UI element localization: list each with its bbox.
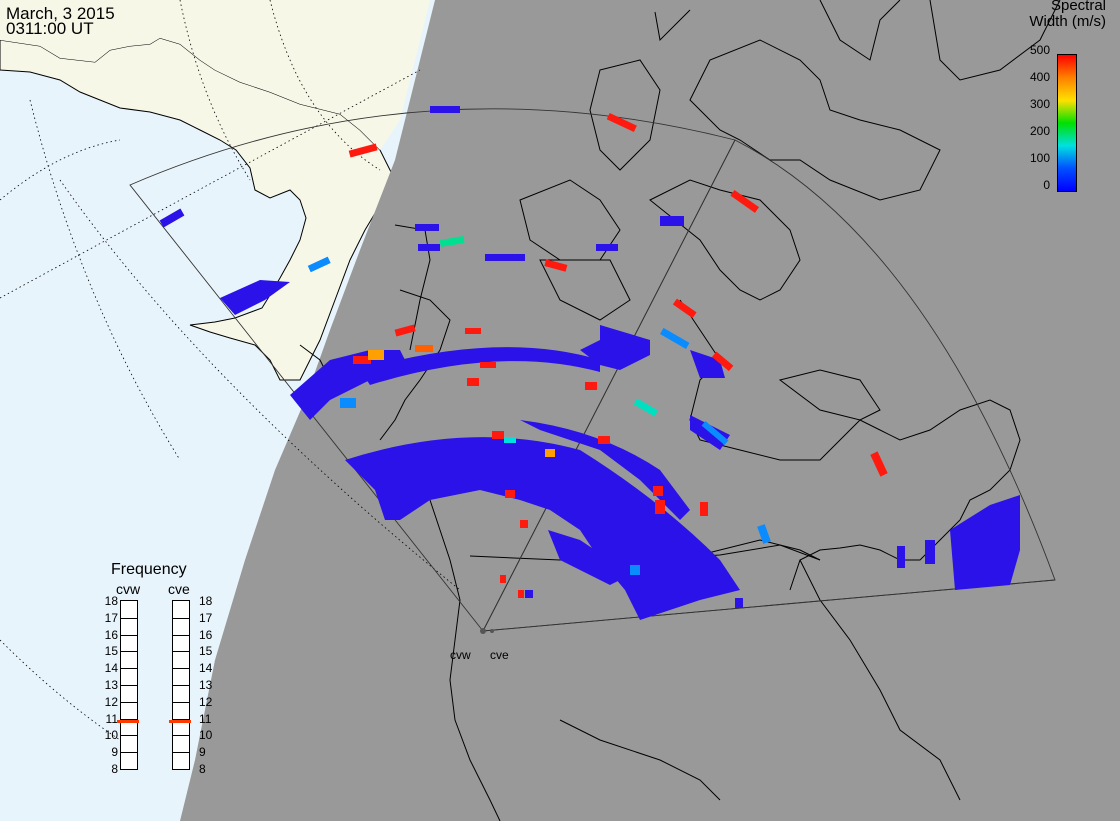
colorbar-title-line1: Spectral bbox=[1050, 0, 1106, 14]
frequency-tick-cvw: 9 bbox=[111, 745, 118, 760]
frequency-title: Frequency bbox=[111, 561, 187, 578]
frequency-label-cvw: cvw bbox=[116, 581, 141, 597]
frequency-tick-cvw: 12 bbox=[104, 694, 118, 709]
frequency-scale-cve bbox=[172, 600, 190, 770]
frequency-tick-cve: 8 bbox=[199, 762, 206, 776]
radar-site-cvw bbox=[480, 628, 486, 634]
frequency-tick-cve: 11 bbox=[199, 711, 212, 726]
colorbar-tick-label: 100 bbox=[1029, 151, 1050, 165]
frequency-tick-cvw: 17 bbox=[104, 610, 118, 625]
frequency-label-cve: cve bbox=[168, 581, 190, 597]
frequency-cell-divider bbox=[173, 651, 189, 653]
date-label: March, 3 2015 bbox=[6, 4, 115, 23]
echoes-blue bbox=[159, 106, 1020, 620]
time-label: 0311:00 UT bbox=[6, 19, 94, 38]
frequency-tick-cvw: 16 bbox=[104, 627, 118, 642]
frequency-cell-divider bbox=[121, 634, 137, 636]
frequency-cell-divider bbox=[121, 651, 137, 653]
frequency-tick-cve: 15 bbox=[199, 644, 213, 659]
day-land-north bbox=[0, 0, 430, 150]
frequency-cell-divider bbox=[173, 685, 189, 686]
frequency-cell-divider bbox=[121, 752, 137, 754]
frequency-cell-divider bbox=[121, 685, 137, 686]
frequency-cell-divider bbox=[173, 752, 189, 754]
frequency-tick-cvw: 8 bbox=[111, 762, 118, 776]
radar-site-cve bbox=[490, 629, 494, 633]
frequency-marker-cve bbox=[169, 719, 191, 723]
radar-label-cvw: cvw bbox=[450, 648, 471, 662]
frequency-cell-divider bbox=[173, 634, 189, 636]
frequency-cell-divider bbox=[173, 718, 189, 720]
frequency-cell-divider bbox=[173, 668, 189, 670]
frequency-tick-cvw: 14 bbox=[104, 661, 118, 676]
frequency-tick-cvw: 13 bbox=[104, 678, 118, 692]
frequency-tick-cvw: 15 bbox=[104, 644, 118, 659]
echoes-red bbox=[348, 112, 888, 598]
colorbar-title-line2: Width (m/s) bbox=[1029, 13, 1106, 30]
frequency-tick-cve: 16 bbox=[199, 627, 213, 642]
colorbar-tick-label: 0 bbox=[1043, 178, 1050, 192]
frequency-tick-cvw: 10 bbox=[104, 728, 118, 743]
frequency-cell-divider bbox=[121, 735, 137, 737]
frequency-cell-divider bbox=[121, 668, 137, 670]
colorbar-gradient bbox=[1057, 54, 1077, 192]
frequency-marker-cvw bbox=[117, 719, 139, 723]
frequency-tick-cvw: 11 bbox=[105, 711, 118, 726]
frequency-tick-cve: 12 bbox=[199, 694, 213, 709]
colorbar-tick-label: 400 bbox=[1029, 70, 1050, 84]
colorbar-tick-label: 300 bbox=[1029, 97, 1050, 111]
frequency-tick-cve: 13 bbox=[199, 678, 213, 692]
frequency-tick-cve: 14 bbox=[199, 661, 213, 676]
frequency-cell-divider bbox=[173, 735, 189, 737]
frequency-cell-divider bbox=[121, 701, 137, 703]
frequency-tick-cve: 18 bbox=[199, 594, 213, 608]
frequency-tick-cve: 9 bbox=[199, 745, 206, 760]
colorbar-tick-label: 500 bbox=[1029, 43, 1050, 57]
frequency-cell-divider bbox=[121, 718, 137, 720]
frequency-tick-cve: 10 bbox=[199, 728, 213, 743]
timestamp-header: March, 3 2015 0311:00 UT bbox=[6, 4, 115, 38]
frequency-tick-cve: 17 bbox=[199, 610, 213, 625]
colorbar-tick-label: 200 bbox=[1029, 124, 1050, 138]
radar-label-cve: cve bbox=[490, 648, 509, 662]
frequency-tick-cvw: 18 bbox=[104, 594, 118, 608]
frequency-scale-cvw bbox=[120, 600, 138, 770]
graticule bbox=[0, 0, 461, 741]
frequency-cell-divider bbox=[173, 701, 189, 703]
colorbar-title: Spectral Width (m/s) bbox=[1029, 0, 1106, 30]
frequency-cell-divider bbox=[121, 617, 137, 619]
frequency-cell-divider bbox=[173, 617, 189, 619]
echoes-cyan bbox=[307, 235, 771, 575]
